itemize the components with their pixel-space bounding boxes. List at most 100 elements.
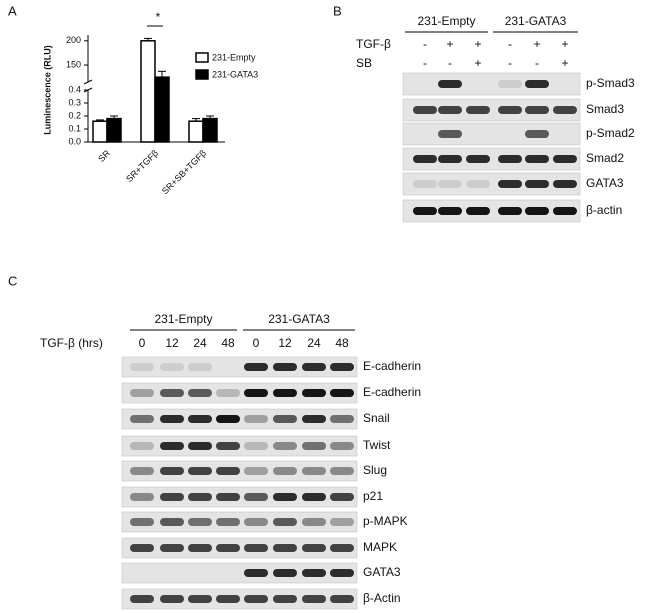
band bbox=[130, 389, 154, 397]
band-label: Snail bbox=[363, 411, 390, 425]
band bbox=[438, 155, 462, 163]
band bbox=[244, 467, 268, 475]
band bbox=[273, 569, 297, 577]
band bbox=[302, 493, 326, 501]
bar bbox=[154, 76, 170, 143]
band bbox=[330, 595, 354, 603]
band bbox=[330, 569, 354, 577]
treatment-sign: - bbox=[508, 37, 512, 51]
band bbox=[302, 442, 326, 450]
time-point: 48 bbox=[221, 336, 235, 350]
time-point: 48 bbox=[335, 336, 349, 350]
band bbox=[330, 389, 354, 397]
band bbox=[273, 544, 297, 552]
annotation: * bbox=[156, 10, 161, 24]
x-tick-label: SR+SB+TGFβ bbox=[160, 148, 208, 196]
blot-strip bbox=[402, 122, 581, 146]
band bbox=[160, 518, 184, 526]
band-label: MAPK bbox=[363, 540, 397, 554]
treatment-label: TGF-β bbox=[356, 37, 391, 51]
band-label: Slug bbox=[363, 463, 387, 477]
treatment-sign: + bbox=[561, 37, 568, 51]
treatment-sign: + bbox=[533, 37, 540, 51]
band bbox=[273, 415, 297, 423]
band bbox=[330, 518, 354, 526]
band bbox=[553, 155, 577, 163]
x-tick-label: SR bbox=[96, 148, 112, 164]
band bbox=[188, 518, 212, 526]
band bbox=[160, 595, 184, 603]
treatment-sign: - bbox=[508, 56, 512, 70]
time-label: TGF-β (hrs) bbox=[40, 336, 103, 350]
band bbox=[302, 595, 326, 603]
band-label: Smad2 bbox=[586, 151, 624, 165]
band-label: p-Smad3 bbox=[586, 76, 635, 90]
band bbox=[525, 106, 549, 114]
band bbox=[466, 106, 490, 114]
treatment-sign: + bbox=[446, 37, 453, 51]
band bbox=[553, 180, 577, 188]
band bbox=[273, 493, 297, 501]
band bbox=[130, 442, 154, 450]
y-tick-label: 0.3 bbox=[68, 97, 81, 107]
panel-letter: A bbox=[8, 3, 17, 18]
legend-swatch bbox=[195, 52, 209, 63]
blot-strip bbox=[402, 72, 581, 96]
band bbox=[188, 544, 212, 552]
group-label: 231-Empty bbox=[154, 312, 212, 326]
bar bbox=[92, 120, 108, 143]
y-tick-label: 0.2 bbox=[68, 110, 81, 120]
treatment-sign: - bbox=[423, 56, 427, 70]
band bbox=[466, 180, 490, 188]
band bbox=[244, 415, 268, 423]
band bbox=[525, 155, 549, 163]
band bbox=[160, 467, 184, 475]
blot-strip bbox=[402, 147, 581, 171]
time-point: 24 bbox=[307, 336, 321, 350]
blot-strip bbox=[402, 199, 581, 223]
band bbox=[330, 442, 354, 450]
band bbox=[302, 363, 326, 371]
time-point: 0 bbox=[139, 336, 146, 350]
y-tick-label: 200 bbox=[66, 35, 81, 45]
panel-letter: B bbox=[333, 3, 342, 18]
band bbox=[188, 467, 212, 475]
band bbox=[160, 493, 184, 501]
treatment-sign: - bbox=[423, 37, 427, 51]
time-point: 12 bbox=[278, 336, 292, 350]
time-point: 0 bbox=[253, 336, 260, 350]
band bbox=[130, 467, 154, 475]
band-label: E-cadherin bbox=[363, 359, 421, 373]
band-label: p-MAPK bbox=[363, 514, 408, 528]
band bbox=[160, 415, 184, 423]
band bbox=[244, 518, 268, 526]
blot-strip bbox=[121, 382, 358, 404]
band-label: p-Smad2 bbox=[586, 126, 635, 140]
treatment-sign: - bbox=[535, 56, 539, 70]
treatment-sign: + bbox=[474, 56, 481, 70]
band-label: p21 bbox=[363, 489, 383, 503]
band bbox=[553, 207, 577, 215]
band bbox=[188, 415, 212, 423]
treatment-sign: + bbox=[561, 56, 568, 70]
band bbox=[525, 130, 549, 138]
band bbox=[302, 569, 326, 577]
band bbox=[160, 442, 184, 450]
treatment-sign: - bbox=[448, 56, 452, 70]
y-tick-label: 0.0 bbox=[68, 136, 81, 146]
band bbox=[273, 467, 297, 475]
blot-strip bbox=[402, 98, 581, 122]
band bbox=[188, 493, 212, 501]
band bbox=[553, 106, 577, 114]
legend-swatch bbox=[195, 69, 209, 80]
band bbox=[244, 389, 268, 397]
band bbox=[188, 363, 212, 371]
band bbox=[216, 544, 240, 552]
band bbox=[273, 595, 297, 603]
band bbox=[413, 155, 437, 163]
band bbox=[160, 363, 184, 371]
band bbox=[130, 415, 154, 423]
band bbox=[466, 207, 490, 215]
band bbox=[330, 467, 354, 475]
